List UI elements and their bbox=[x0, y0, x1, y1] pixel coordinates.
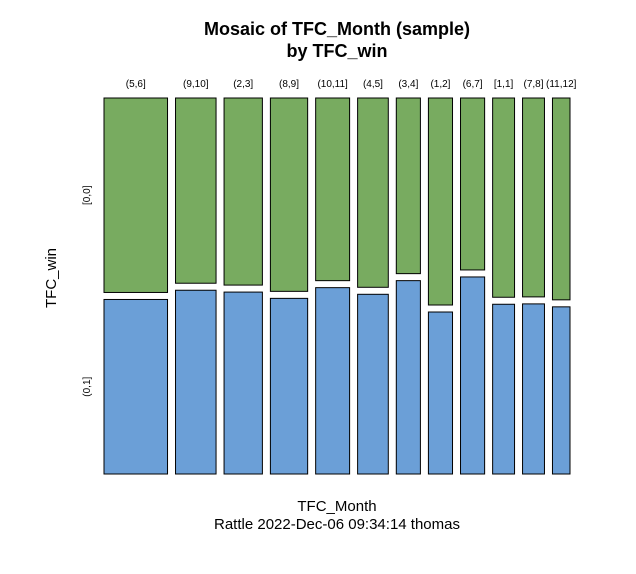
y-tick-labels: [0,0] (0,1] bbox=[82, 185, 93, 396]
mosaic-cell-1-1-level1 bbox=[492, 303, 516, 475]
mosaic-cell-1-2-level1 bbox=[427, 311, 454, 475]
y-tick-label: [0,0] bbox=[82, 185, 93, 205]
mosaic-cell-5-6-level0 bbox=[103, 97, 169, 293]
mosaic-cell-6-7-level0 bbox=[460, 97, 486, 271]
mosaic-cell-7-8-level0 bbox=[522, 97, 545, 298]
x-tick-label: (7,8] bbox=[523, 79, 543, 90]
chart-title-line2: by TFC_win bbox=[286, 41, 387, 61]
x-axis-label: TFC_Month bbox=[297, 498, 376, 515]
x-tick-label: (4,5] bbox=[363, 79, 383, 90]
x-tick-label: (9,10] bbox=[183, 79, 209, 90]
mosaic-cell-4-5-level1 bbox=[357, 293, 389, 475]
y-axis-label: TFC_win bbox=[43, 248, 60, 308]
x-tick-labels: (5,6] (9,10] (2,3] (8,9] (10,11] (4,5] (3,4] (1… bbox=[126, 79, 577, 90]
mosaic-cell-8-9-level1 bbox=[269, 297, 309, 475]
mosaic-cell-3-4-level0 bbox=[395, 97, 421, 275]
mosaic-cell-1-1-level0 bbox=[492, 97, 516, 298]
x-tick-label: [1,1] bbox=[494, 79, 514, 90]
mosaic-cell-4-5-level0 bbox=[357, 97, 389, 288]
x-tick-label: (8,9] bbox=[279, 79, 299, 90]
mosaic-cell-2-3-level1 bbox=[223, 291, 263, 475]
mosaic-cell-11-12-level0 bbox=[551, 97, 571, 301]
x-tick-label: (5,6] bbox=[126, 79, 146, 90]
mosaic-cell-10-11-level1 bbox=[315, 287, 351, 475]
x-tick-label: (2,3] bbox=[233, 79, 253, 90]
mosaic-cell-2-3-level0 bbox=[223, 97, 263, 286]
y-tick-label: (0,1] bbox=[82, 377, 93, 397]
chart-title-line1: Mosaic of TFC_Month (sample) bbox=[204, 19, 470, 39]
x-tick-label: (3,4] bbox=[398, 79, 418, 90]
mosaic-cell-3-4-level1 bbox=[395, 280, 421, 475]
mosaic-cell-7-8-level1 bbox=[522, 303, 545, 475]
mosaic-cell-9-10-level0 bbox=[175, 97, 217, 284]
mosaic-cells bbox=[103, 97, 571, 475]
x-tick-label: (6,7] bbox=[463, 79, 483, 90]
mosaic-cell-1-2-level0 bbox=[427, 97, 454, 306]
chart-subtitle: Rattle 2022-Dec-06 09:34:14 thomas bbox=[214, 516, 460, 533]
mosaic-cell-6-7-level1 bbox=[460, 276, 486, 475]
mosaic-cell-11-12-level1 bbox=[551, 306, 571, 475]
mosaic-cell-10-11-level0 bbox=[315, 97, 351, 282]
x-tick-label: (11,12] bbox=[546, 79, 577, 90]
mosaic-cell-5-6-level1 bbox=[103, 298, 169, 475]
mosaic-cell-9-10-level1 bbox=[175, 289, 217, 475]
mosaic-cell-8-9-level0 bbox=[269, 97, 309, 292]
x-tick-label: (1,2] bbox=[430, 79, 450, 90]
x-tick-label: (10,11] bbox=[317, 79, 348, 90]
